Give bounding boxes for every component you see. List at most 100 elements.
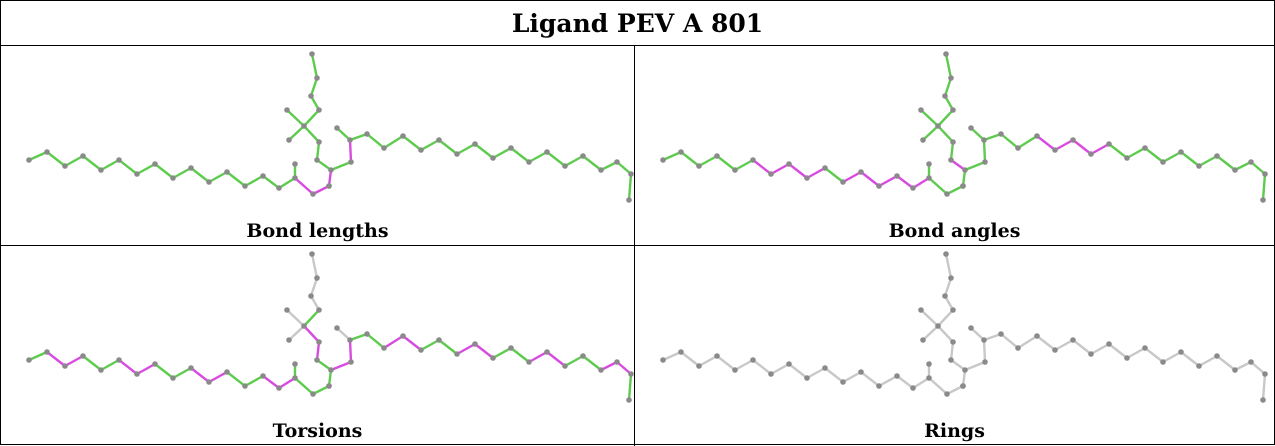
atom <box>308 93 314 99</box>
bond <box>627 172 633 202</box>
bond <box>365 132 386 150</box>
atom <box>894 373 900 379</box>
atom <box>840 179 846 185</box>
atom <box>26 157 32 163</box>
bond <box>927 376 949 396</box>
atom <box>918 107 924 113</box>
atom <box>206 379 212 385</box>
bond <box>1089 142 1111 156</box>
atom <box>170 375 176 381</box>
bond <box>599 160 619 172</box>
bond <box>315 340 321 362</box>
atom <box>206 179 212 185</box>
atom <box>44 149 50 155</box>
panel-bond-lengths: Bond lengths <box>1 46 634 245</box>
bond <box>936 324 955 344</box>
bond <box>329 360 353 372</box>
bond <box>527 150 549 164</box>
atom <box>1160 159 1166 165</box>
atom <box>926 175 932 181</box>
atom <box>310 391 316 397</box>
bond <box>45 350 67 368</box>
atom <box>943 251 949 257</box>
bond <box>365 332 386 350</box>
bond <box>627 372 633 402</box>
bond <box>1233 160 1253 172</box>
atom <box>935 123 941 129</box>
atom <box>950 339 956 345</box>
bond <box>787 162 809 180</box>
atom <box>1088 151 1094 157</box>
bond <box>859 370 881 388</box>
atom <box>26 357 32 363</box>
atom <box>918 307 924 313</box>
bond <box>437 338 459 356</box>
bond <box>823 166 845 184</box>
bond <box>563 154 585 168</box>
bond <box>733 358 755 372</box>
bond <box>509 346 531 364</box>
bond <box>945 184 965 196</box>
atom <box>944 191 950 197</box>
bond <box>1261 172 1267 202</box>
atom <box>62 363 68 369</box>
bond <box>261 374 281 390</box>
panel-rings: Rings <box>635 246 1274 445</box>
bond <box>63 154 85 168</box>
atom <box>1034 333 1040 339</box>
bond <box>27 350 49 362</box>
atom <box>381 345 387 351</box>
bond <box>949 158 967 172</box>
bond <box>348 138 353 164</box>
bond <box>81 154 103 172</box>
molecule-diagram-bond-lengths <box>26 51 634 203</box>
bond <box>63 354 85 368</box>
bond <box>491 146 513 160</box>
bond <box>153 362 175 380</box>
atom <box>188 165 194 171</box>
bond <box>599 360 619 372</box>
bond <box>401 134 423 152</box>
bond <box>348 132 369 142</box>
bond <box>563 354 585 368</box>
atom <box>242 383 248 389</box>
atom <box>1052 347 1058 353</box>
atom <box>1142 345 1148 351</box>
bond <box>949 358 967 372</box>
atom <box>822 165 828 171</box>
atom <box>894 173 900 179</box>
bond <box>315 158 333 172</box>
atom <box>348 359 354 365</box>
bond <box>927 176 949 196</box>
atom <box>1088 351 1094 357</box>
bond <box>1035 334 1057 352</box>
bond <box>787 362 809 380</box>
atom <box>968 125 974 131</box>
bond <box>661 350 683 362</box>
atom <box>804 175 810 181</box>
bond <box>769 362 791 376</box>
atom <box>1070 137 1076 143</box>
atom <box>786 161 792 167</box>
bond <box>877 174 899 188</box>
atom <box>400 333 406 339</box>
bond <box>823 366 845 384</box>
bond <box>679 350 701 368</box>
atom <box>786 361 792 367</box>
bond <box>1143 346 1165 364</box>
bond <box>309 276 319 298</box>
atom <box>960 183 966 189</box>
panel-caption: Torsions <box>272 420 363 442</box>
atom <box>926 161 932 167</box>
atom <box>260 173 266 179</box>
bond <box>1125 146 1147 160</box>
atom <box>696 363 702 369</box>
atom <box>732 367 738 373</box>
atom <box>1034 133 1040 139</box>
atom <box>286 337 292 343</box>
atom <box>804 375 810 381</box>
atom <box>1070 337 1076 343</box>
bond <box>491 346 513 360</box>
bond <box>153 162 175 180</box>
